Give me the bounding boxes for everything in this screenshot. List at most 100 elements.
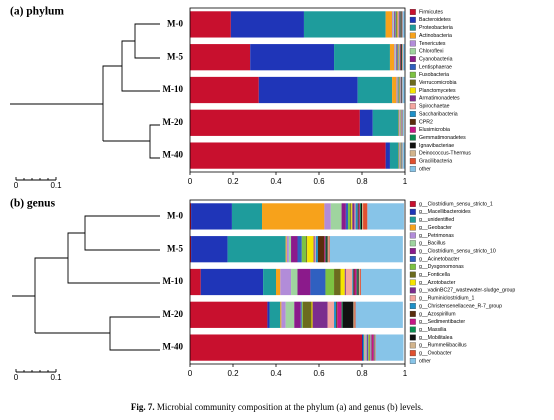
bar-segment xyxy=(355,301,403,328)
legend-label: g__Sedimentibacter xyxy=(419,319,465,325)
legend-label: g__Massilia xyxy=(419,327,447,333)
bar-segment xyxy=(360,268,402,296)
legend-swatch xyxy=(409,232,416,239)
legend-swatch xyxy=(409,216,416,223)
bar-segment xyxy=(329,236,403,263)
bar-segment xyxy=(334,268,341,296)
bar-segment xyxy=(306,236,308,263)
bar-segment xyxy=(352,268,354,296)
bar-segment xyxy=(190,44,251,71)
bar-segment xyxy=(402,44,405,71)
bar-segment xyxy=(395,11,397,38)
legend-label: g__Clostridium_sensu_stricto_1 xyxy=(419,201,493,207)
bar-segment xyxy=(348,203,351,230)
scale-label: 0.1 xyxy=(50,373,62,382)
bar-segment xyxy=(357,203,359,230)
legend-swatch xyxy=(409,263,416,270)
bar-segment xyxy=(398,109,400,136)
sample-label: M-5 xyxy=(167,243,183,253)
bar-segment xyxy=(310,268,326,296)
bar-segment xyxy=(262,203,325,230)
bar-segment xyxy=(200,268,264,296)
bar-segment xyxy=(366,334,368,361)
bar-segment xyxy=(397,11,398,38)
legend-swatch xyxy=(409,318,416,325)
legend-label: g__Fonticella xyxy=(419,272,450,278)
scale-label: 0 xyxy=(14,181,19,190)
legend-swatch xyxy=(409,87,416,94)
legend-label: Tenericutes xyxy=(419,41,446,47)
scale-bar xyxy=(15,369,57,373)
legend-label: g__unidentified xyxy=(419,217,454,223)
bar-segment xyxy=(353,268,355,296)
legend-swatch xyxy=(409,64,416,70)
bar-segment xyxy=(398,11,399,38)
legend-swatch xyxy=(409,201,416,207)
legend-label: g__vadinBC27_wastewater-sludge_group xyxy=(419,288,515,294)
bar-segment xyxy=(344,268,346,296)
plot-frame xyxy=(189,7,406,173)
legend-swatch xyxy=(409,40,416,47)
dendrogram xyxy=(12,215,160,351)
bar-segment xyxy=(191,236,228,263)
legend-label: Lentisphaerae xyxy=(419,64,452,70)
bar-segment xyxy=(398,142,400,169)
bar-segment xyxy=(351,203,353,230)
bar-segment xyxy=(353,301,355,328)
bar-segment xyxy=(367,334,369,361)
bar-segment xyxy=(392,11,394,38)
legend-swatch xyxy=(409,271,416,278)
legend-label: g__Azotobacter xyxy=(419,280,456,286)
x-tick-label: 0 xyxy=(188,177,193,186)
bar-segment xyxy=(385,142,390,169)
bar-segment xyxy=(345,268,353,296)
legend-swatch xyxy=(409,126,416,133)
legend-swatch xyxy=(409,208,416,215)
legend-label: Cyanobacteria xyxy=(419,56,453,62)
legend-swatch xyxy=(409,56,416,63)
legend-swatch xyxy=(409,16,416,23)
bar-segment xyxy=(397,11,399,38)
x-tick-label: 0.6 xyxy=(313,369,325,378)
sample-label: M-0 xyxy=(167,18,183,28)
legend-swatch xyxy=(409,111,416,117)
x-tick-label: 0.6 xyxy=(313,177,325,186)
bar-segment xyxy=(280,268,292,296)
bar-segment xyxy=(396,76,398,104)
bar-segment xyxy=(297,236,302,263)
bar-segment xyxy=(389,44,395,71)
legend-label: Gemmatimonadetes xyxy=(419,135,466,141)
bar-segment xyxy=(303,11,386,38)
legend-swatch xyxy=(409,358,416,364)
bar-segment xyxy=(341,203,346,230)
legend-label: g__Christensenellaceae_R-7_group xyxy=(419,303,502,309)
bar-segment xyxy=(311,301,313,328)
bar-segment xyxy=(357,268,359,296)
bar-segment xyxy=(337,301,342,328)
bar-segment xyxy=(330,203,342,230)
bar-segment xyxy=(294,301,301,328)
bar-segment xyxy=(297,268,311,296)
bar-segment xyxy=(300,301,302,328)
bar-segment xyxy=(358,203,360,230)
bar-segment xyxy=(395,44,397,71)
sample-label: M-20 xyxy=(163,117,184,127)
bar-segment xyxy=(291,236,298,263)
legend-swatch xyxy=(409,103,416,110)
bar-segment xyxy=(227,236,286,263)
legend-label: g__Ruminiclostridium_1 xyxy=(419,296,474,302)
legend-swatch xyxy=(409,32,416,39)
panel-title: (b) genus xyxy=(10,198,56,210)
bar-segment xyxy=(359,203,361,230)
x-tick-label: 1 xyxy=(403,177,408,186)
bar-segment xyxy=(325,236,327,263)
legend-swatch xyxy=(409,240,416,247)
bar-segment xyxy=(368,334,369,361)
sample-label: M-5 xyxy=(167,51,183,61)
bar-segment xyxy=(340,268,345,296)
legend-label: Elusimicrobia xyxy=(419,127,450,133)
legend-swatch xyxy=(409,71,416,78)
bar-segment xyxy=(359,109,373,136)
legend-swatch xyxy=(409,9,416,15)
bar-segment xyxy=(190,76,259,104)
